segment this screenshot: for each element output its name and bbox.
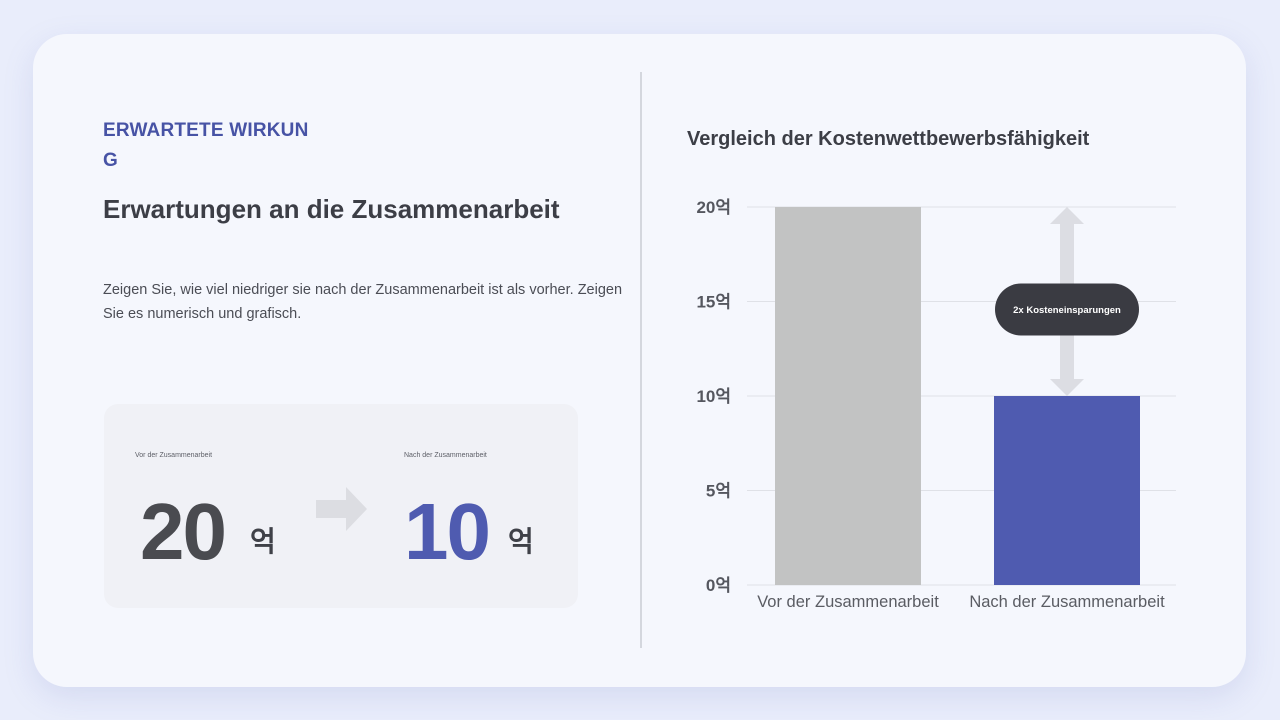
y-tick-label: 20억 bbox=[696, 198, 731, 217]
chart-title: Vergleich der Kostenwettbewerbsfähigkeit bbox=[687, 128, 1090, 150]
callout-label: 2x Kosteneinsparungen bbox=[1013, 305, 1121, 316]
x-tick-label: Nach der Zusammenarbeit bbox=[969, 593, 1165, 611]
after-unit: 억 bbox=[508, 526, 534, 557]
bar bbox=[994, 396, 1140, 585]
after-value: 10 bbox=[404, 487, 491, 576]
arrow-right-icon bbox=[316, 487, 367, 531]
arrow-up-icon bbox=[1050, 207, 1084, 224]
before-caption: Vor der Zusammenarbeit bbox=[135, 452, 213, 459]
section-eyebrow: ERWARTETE WIRKUNG bbox=[103, 120, 309, 171]
y-tick-label: 15억 bbox=[696, 293, 731, 312]
arrow-down-icon bbox=[1050, 379, 1084, 396]
description-text: Zeigen Sie, wie viel niedriger sie nach … bbox=[103, 282, 623, 322]
column-divider bbox=[640, 72, 642, 648]
before-value: 20 bbox=[140, 487, 227, 576]
y-tick-label: 10억 bbox=[696, 387, 731, 406]
y-tick-label: 0억 bbox=[706, 576, 731, 595]
page-headline: Erwartungen an die Zusammenarbeit bbox=[103, 194, 560, 224]
bar bbox=[775, 207, 921, 585]
y-tick-label: 5억 bbox=[706, 482, 731, 501]
x-tick-label: Vor der Zusammenarbeit bbox=[757, 593, 939, 611]
after-caption: Nach der Zusammenarbeit bbox=[404, 452, 487, 459]
callout-pill bbox=[995, 283, 1139, 336]
before-unit: 억 bbox=[250, 526, 276, 557]
